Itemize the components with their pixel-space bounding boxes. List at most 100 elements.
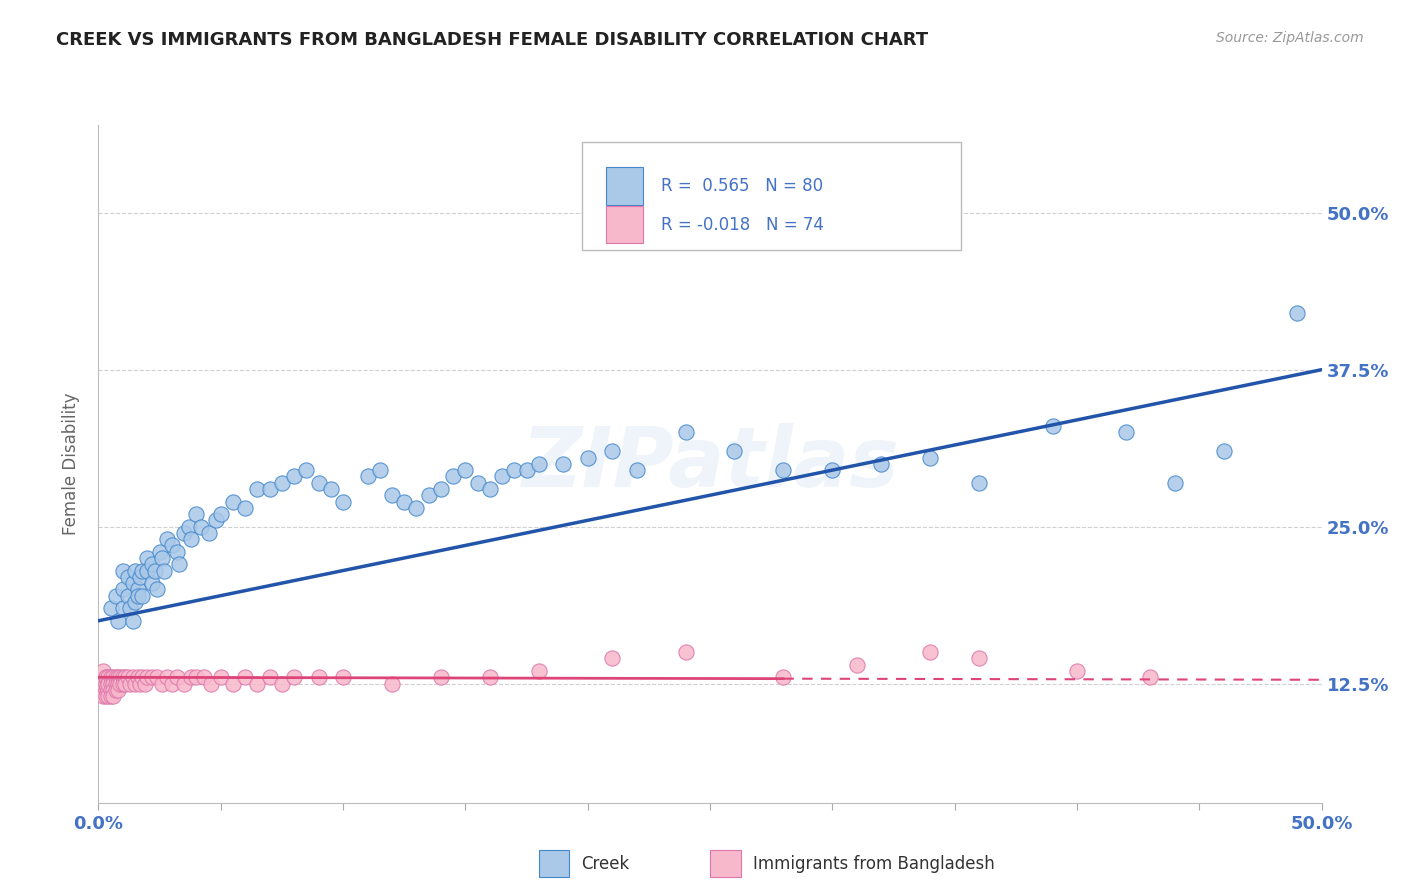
Point xyxy=(107,614,129,628)
Point xyxy=(111,564,134,578)
Point xyxy=(136,564,159,578)
Point xyxy=(100,689,122,703)
Point xyxy=(430,670,453,684)
Point xyxy=(167,558,190,572)
Point xyxy=(91,676,114,690)
Point xyxy=(283,670,305,684)
Text: R = -0.018   N = 74: R = -0.018 N = 74 xyxy=(661,216,824,234)
Point xyxy=(233,670,256,684)
Point xyxy=(134,676,156,690)
Point xyxy=(356,469,378,483)
Point xyxy=(104,589,127,603)
Point xyxy=(146,582,169,597)
Point xyxy=(114,670,136,684)
Point xyxy=(117,570,139,584)
Point xyxy=(308,475,330,490)
Point xyxy=(515,463,537,477)
Point xyxy=(405,500,427,515)
Point xyxy=(1164,475,1187,490)
Point xyxy=(368,463,391,477)
Point xyxy=(124,676,146,690)
Text: R =  0.565   N = 80: R = 0.565 N = 80 xyxy=(661,177,824,194)
Point xyxy=(246,676,269,690)
Point xyxy=(1212,444,1234,458)
Point xyxy=(772,670,794,684)
Point xyxy=(107,670,129,684)
Point xyxy=(121,576,143,591)
Point xyxy=(600,651,623,665)
Point xyxy=(186,507,208,521)
Point xyxy=(197,525,219,540)
Text: CREEK VS IMMIGRANTS FROM BANGLADESH FEMALE DISABILITY CORRELATION CHART: CREEK VS IMMIGRANTS FROM BANGLADESH FEMA… xyxy=(56,31,928,49)
Point xyxy=(110,670,132,684)
Point xyxy=(967,651,990,665)
Point xyxy=(111,601,134,615)
Text: Creek: Creek xyxy=(582,855,630,872)
Point xyxy=(723,444,745,458)
Point xyxy=(491,469,513,483)
Point xyxy=(153,564,176,578)
Point xyxy=(246,482,269,496)
FancyBboxPatch shape xyxy=(606,206,643,244)
Point xyxy=(160,538,183,552)
Point xyxy=(200,676,222,690)
Point xyxy=(160,676,183,690)
Point xyxy=(920,645,942,659)
Point xyxy=(295,463,318,477)
Point xyxy=(527,664,550,678)
Point xyxy=(772,463,794,477)
Point xyxy=(233,500,256,515)
Point xyxy=(454,463,477,477)
Point xyxy=(180,670,202,684)
Point xyxy=(111,582,134,597)
Point xyxy=(127,582,149,597)
Point xyxy=(101,689,124,703)
Point xyxy=(173,676,195,690)
Point xyxy=(1115,425,1137,440)
Point xyxy=(319,482,342,496)
Y-axis label: Female Disability: Female Disability xyxy=(62,392,80,535)
Point xyxy=(97,689,120,703)
Point xyxy=(166,545,188,559)
Point xyxy=(91,689,114,703)
Point xyxy=(111,676,134,690)
Point xyxy=(97,670,120,684)
Point xyxy=(967,475,990,490)
Point xyxy=(332,670,354,684)
Point xyxy=(101,676,124,690)
Point xyxy=(120,601,142,615)
Point xyxy=(180,532,202,546)
Point xyxy=(107,682,129,697)
Point xyxy=(190,519,212,533)
Point xyxy=(186,670,208,684)
Point xyxy=(94,670,117,684)
Point xyxy=(1139,670,1161,684)
Point xyxy=(222,676,245,690)
FancyBboxPatch shape xyxy=(710,850,741,878)
Point xyxy=(821,463,844,477)
Point xyxy=(675,645,697,659)
Point xyxy=(600,444,623,458)
Point xyxy=(209,507,232,521)
Point xyxy=(467,475,489,490)
Point xyxy=(430,482,453,496)
Point xyxy=(101,682,124,697)
Point xyxy=(141,576,163,591)
Point xyxy=(441,469,464,483)
Point xyxy=(150,551,173,566)
Point xyxy=(576,450,599,465)
Point xyxy=(381,676,404,690)
Text: Immigrants from Bangladesh: Immigrants from Bangladesh xyxy=(752,855,994,872)
Point xyxy=(117,670,139,684)
Point xyxy=(845,657,868,672)
Point xyxy=(104,676,127,690)
Point xyxy=(97,676,120,690)
Point xyxy=(675,425,697,440)
Point xyxy=(503,463,526,477)
Point xyxy=(146,670,169,684)
FancyBboxPatch shape xyxy=(538,850,569,878)
Point xyxy=(177,519,200,533)
Point xyxy=(120,676,142,690)
Point xyxy=(129,676,152,690)
FancyBboxPatch shape xyxy=(582,142,960,251)
